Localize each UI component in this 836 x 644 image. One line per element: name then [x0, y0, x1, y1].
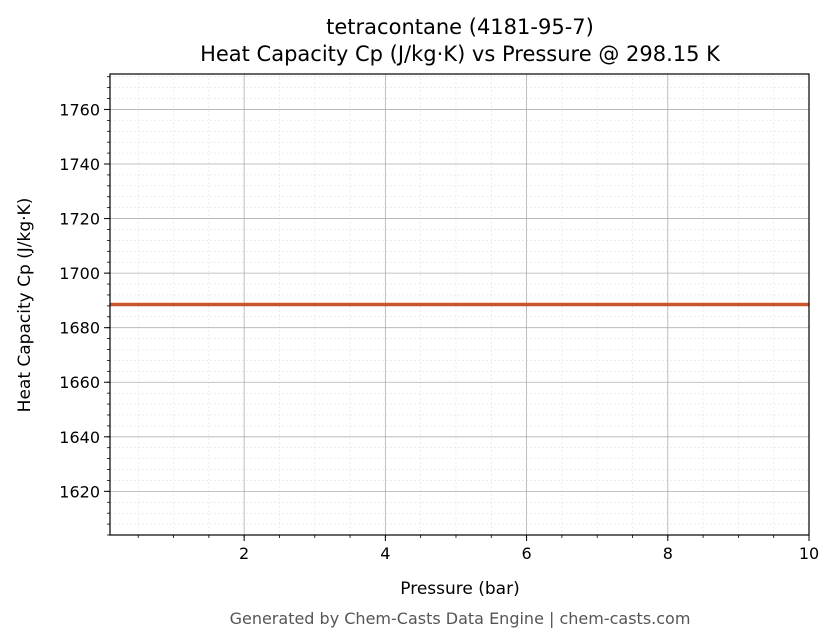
plot-frame	[109, 73, 810, 536]
y-tick-label: 1660	[59, 373, 100, 392]
y-tick-label: 1720	[59, 210, 100, 229]
x-axis-label: Pressure (bar)	[400, 579, 519, 599]
y-tick-label: 1700	[59, 264, 100, 283]
y-tick-label: 1740	[59, 155, 100, 174]
y-tick-label: 1640	[59, 428, 100, 447]
y-axis-label: Heat Capacity Cp (J/kg·K)	[15, 198, 35, 413]
axis-ticks: 2 4 6 8 10 1620 1640 1660 1680 1700 1720 1740 1760	[59, 76, 819, 563]
y-tick-label: 1760	[59, 100, 100, 119]
x-tick-label: 2	[239, 544, 249, 563]
x-tick-label: 4	[380, 544, 390, 563]
chart-subtitle: Heat Capacity Cp (J/kg·K) vs Pressure @ …	[200, 42, 721, 66]
x-tick-label: 8	[663, 544, 673, 563]
y-tick-label: 1620	[59, 482, 100, 501]
x-tick-label: 10	[799, 544, 819, 563]
x-tick-label: 6	[521, 544, 531, 563]
footer-credit: Generated by Chem-Casts Data Engine | ch…	[230, 609, 691, 628]
y-tick-label: 1680	[59, 319, 100, 338]
chart-title: tetracontane (4181-95-7)	[326, 15, 594, 39]
